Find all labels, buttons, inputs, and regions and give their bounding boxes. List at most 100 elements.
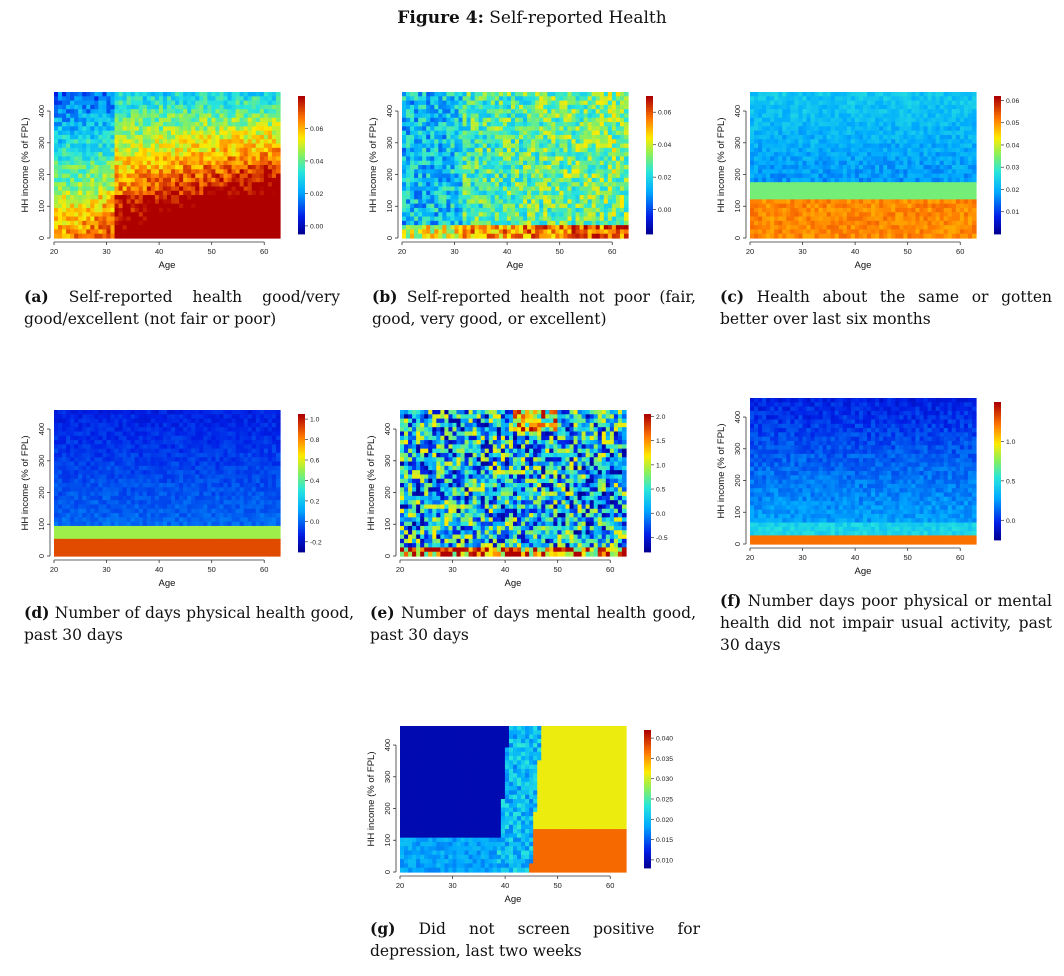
heatmap-cell — [207, 165, 212, 170]
heatmap-cell — [227, 182, 233, 188]
heatmap-cell — [263, 139, 269, 145]
heatmap-cell — [406, 177, 411, 183]
heatmap-cell — [758, 139, 763, 145]
heatmap-cell — [450, 147, 456, 153]
heatmap-cell — [838, 122, 844, 127]
heatmap-cell — [523, 207, 528, 213]
heatmap-cell — [231, 143, 237, 149]
heatmap-cell — [623, 92, 629, 97]
heatmap-cell — [175, 100, 180, 106]
heatmap-cell — [575, 190, 581, 196]
heatmap-cell — [506, 152, 512, 158]
heatmap-cell — [535, 173, 540, 179]
heatmap-cell — [607, 212, 613, 218]
heatmap-cell — [527, 143, 532, 149]
heatmap-cell — [94, 156, 99, 162]
heatmap-cell — [215, 220, 221, 226]
heatmap-cell — [486, 207, 492, 213]
heatmap-cell — [438, 143, 443, 149]
heatmap-cell — [82, 216, 87, 222]
heatmap-cell — [118, 126, 124, 132]
heatmap-cell — [187, 152, 192, 158]
heatmap-cell — [790, 143, 795, 149]
heatmap-cell — [255, 169, 261, 175]
heatmap-cell — [567, 160, 573, 166]
heatmap-cell — [826, 229, 832, 235]
heatmap-cell — [778, 96, 783, 102]
heatmap-cell — [551, 122, 556, 127]
heatmap-cell — [426, 109, 431, 115]
heatmap-cell — [426, 216, 431, 222]
heatmap-cell — [623, 130, 629, 136]
colorbar-segment — [298, 171, 305, 175]
heatmap-cell — [595, 147, 601, 153]
y-tick-label: 400 — [37, 105, 46, 118]
heatmap-cell — [191, 100, 196, 106]
heatmap-cell — [414, 92, 419, 97]
heatmap-cell — [575, 225, 581, 231]
heatmap-cell — [438, 147, 443, 153]
heatmap-cell — [802, 199, 808, 205]
heatmap-cell — [506, 190, 512, 196]
heatmap-cell — [502, 199, 508, 205]
heatmap-cell — [142, 199, 148, 205]
heatmap-cell — [146, 122, 152, 127]
heatmap-cell — [227, 160, 233, 166]
heatmap-cell — [502, 169, 508, 175]
heatmap-cell — [615, 117, 621, 123]
heatmap-cell — [454, 134, 460, 140]
heatmap-cell — [227, 207, 233, 213]
heatmap-cell — [199, 122, 204, 127]
heatmap-cell — [567, 122, 573, 127]
y-tick-label: 0 — [37, 236, 46, 240]
heatmap-cell — [271, 207, 277, 213]
heatmap-cell — [410, 186, 415, 192]
heatmap-cell — [438, 117, 443, 123]
heatmap-cell — [547, 220, 552, 226]
heatmap-cell — [255, 126, 261, 132]
heatmap-cell — [70, 143, 75, 149]
heatmap-cell — [66, 229, 71, 235]
heatmap-cell — [607, 233, 613, 239]
heatmap-cell — [615, 229, 621, 235]
heatmap-cell — [539, 165, 544, 170]
heatmap-cell — [94, 92, 99, 97]
heatmap-cell — [774, 216, 779, 222]
heatmap-cell — [215, 182, 221, 188]
heatmap-cell — [138, 134, 144, 140]
heatmap-cell — [539, 92, 544, 97]
heatmap-cell — [826, 225, 832, 231]
heatmap-cell — [559, 96, 565, 102]
heatmap-cell — [82, 160, 87, 166]
heatmap-cell — [150, 104, 156, 110]
heatmap-cell — [770, 173, 775, 179]
heatmap-cell — [227, 147, 233, 153]
heatmap-cell — [454, 225, 460, 231]
heatmap-cell — [587, 109, 593, 115]
heatmap-cell — [130, 212, 136, 218]
heatmap-cell — [410, 169, 415, 175]
heatmap-cell — [187, 199, 192, 205]
colorbar-segment — [298, 215, 305, 219]
heatmap-cell — [591, 173, 597, 179]
heatmap-cell — [78, 177, 83, 183]
heatmap-cell — [603, 165, 609, 170]
heatmap-cell — [515, 190, 520, 196]
heatmap-cell — [130, 147, 136, 153]
heatmap-cell — [547, 203, 552, 209]
heatmap-cell — [563, 96, 569, 102]
heatmap-cell — [607, 190, 613, 196]
heatmap-cell — [442, 186, 447, 192]
heatmap-cell — [418, 165, 423, 170]
heatmap-cell — [595, 104, 601, 110]
heatmap-cell — [82, 122, 87, 127]
heatmap-cell — [207, 92, 212, 97]
heatmap-cell — [183, 177, 188, 183]
heatmap-cell — [183, 186, 188, 192]
heatmap-cell — [102, 233, 108, 239]
heatmap-cell — [442, 117, 447, 123]
heatmap-cell — [66, 92, 71, 97]
heatmap-cell — [478, 152, 484, 158]
heatmap-cell — [583, 109, 589, 115]
heatmap-cell — [82, 190, 87, 196]
